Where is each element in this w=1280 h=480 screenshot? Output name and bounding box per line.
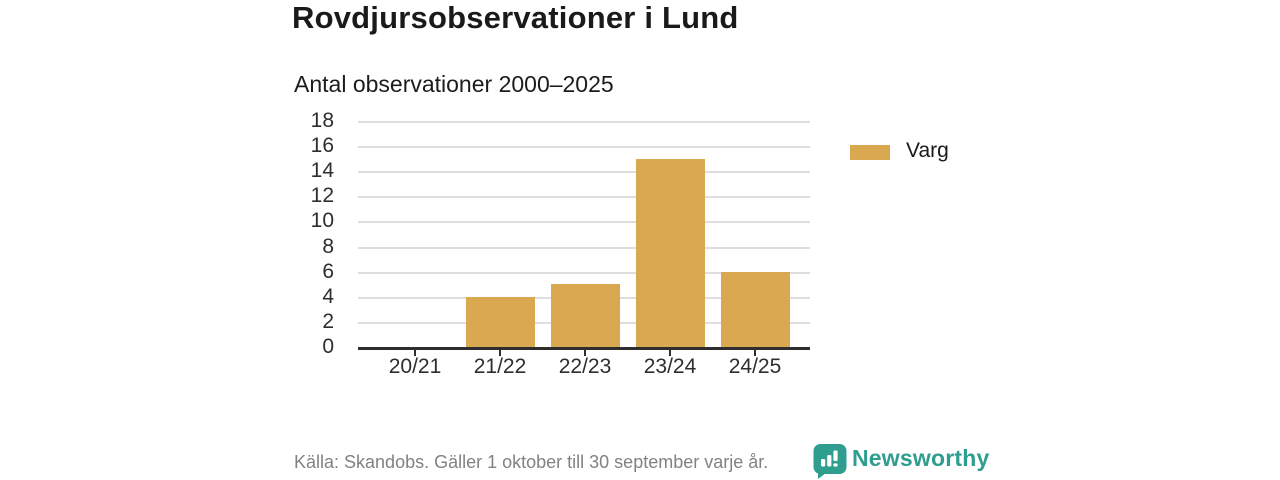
plot-area (358, 121, 810, 356)
gridline (358, 246, 810, 249)
x-tick-label: 22/23 (558, 355, 612, 378)
gridline (358, 196, 810, 199)
x-axis-tick (584, 347, 586, 356)
x-tick-label: 24/25 (728, 355, 782, 378)
bar-21/22 (465, 296, 535, 347)
brand-name: Newsworthy (852, 445, 990, 471)
x-axis-tick (499, 347, 501, 356)
gridline (358, 221, 810, 224)
x-axis-tick (669, 347, 671, 356)
gridline (358, 271, 810, 274)
chart-subtitle: Antal observationer 2000–2025 (294, 71, 614, 97)
legend-label-varg: Varg (906, 139, 949, 162)
page-title: Rovdjursobservationer i Lund (292, 0, 739, 35)
x-tick-label: 20/21 (388, 355, 442, 378)
y-tick-label: 10 (310, 209, 334, 233)
legend-swatch-varg (850, 145, 890, 160)
y-axis-labels: 0 2 4 6 8 10 12 14 16 18 (270, 109, 346, 371)
x-tick-label: 21/22 (473, 355, 527, 378)
y-tick-label: 16 (310, 134, 334, 158)
gridline (358, 121, 810, 123)
bar-24/25 (720, 271, 790, 347)
y-tick-label: 6 (322, 259, 334, 283)
source-note: Källa: Skandobs. Gäller 1 oktober till 3… (294, 452, 769, 472)
y-tick-label: 18 (310, 109, 334, 132)
brand-link[interactable]: Newsworthy (813, 444, 990, 480)
gridline (358, 171, 810, 174)
x-axis-tick (414, 347, 416, 356)
bar-22/23 (550, 284, 620, 347)
y-tick-label: 4 (322, 284, 334, 308)
y-tick-label: 2 (322, 309, 334, 333)
x-tick-label: 23/24 (643, 355, 697, 378)
y-tick-label: 8 (322, 234, 334, 258)
bar-23/24 (635, 158, 705, 347)
x-axis-tick (754, 347, 756, 356)
x-axis-labels: 20/21 21/22 22/23 23/24 24/25 (358, 355, 810, 385)
y-tick-label: 14 (310, 159, 334, 183)
newsworthy-logo-icon (813, 444, 847, 479)
y-tick-label: 0 (322, 335, 334, 358)
y-tick-label: 12 (310, 184, 334, 208)
gridline (358, 146, 810, 149)
